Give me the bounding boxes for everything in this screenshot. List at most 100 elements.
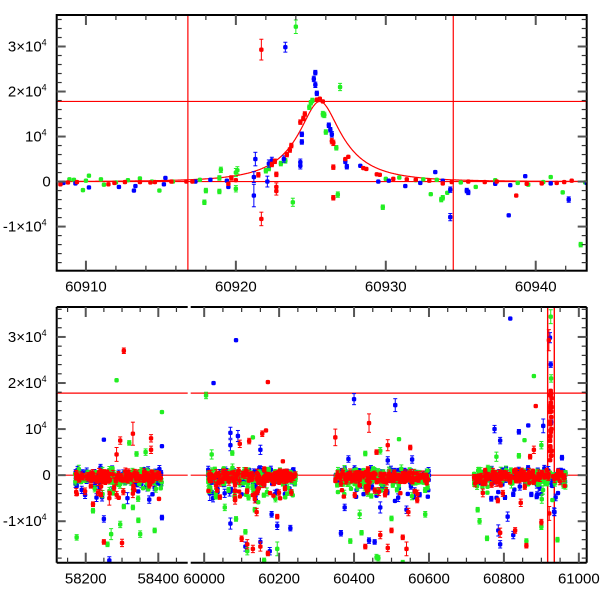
data-point [116,184,122,190]
marker [133,183,138,189]
data-point [342,503,347,512]
data-point [377,172,382,178]
marker [80,187,86,193]
data-point [514,193,519,198]
marker [331,195,336,200]
data-point [218,166,224,174]
marker [107,558,112,563]
data-point [496,489,501,495]
data-point [492,424,497,434]
data-point [211,380,216,386]
data-point [184,179,189,184]
marker [302,111,308,117]
marker [74,179,80,185]
data-point [293,19,299,34]
y-tick-label: 0 [42,174,50,191]
data-point [253,151,258,167]
data-point [208,177,213,182]
data-point [369,493,374,499]
data-point [331,195,336,201]
marker [335,482,340,488]
data-point [274,171,279,178]
data-point [335,191,341,198]
x-tick-label: 60910 [65,279,107,296]
marker [251,193,257,198]
marker [157,188,162,193]
marker [569,178,574,183]
data-point [494,179,499,184]
marker [440,195,445,200]
y-tick-label: -1×104 [3,218,47,236]
data-point [106,182,111,187]
marker [272,159,278,164]
data-point [466,179,471,184]
data-point [320,99,326,104]
marker [283,44,288,50]
data-point [259,211,264,227]
marker [79,487,84,493]
series-blue [73,316,568,563]
marker [255,499,261,505]
marker [449,179,454,185]
marker [391,176,396,182]
marker [310,98,315,103]
data-point [241,481,246,486]
data-point [541,418,546,434]
marker [228,521,233,526]
marker [233,186,239,191]
data-point [261,492,267,498]
data-point [283,495,288,500]
data-point [331,164,336,170]
data-point [233,337,239,343]
marker [335,192,341,197]
marker [393,402,398,408]
marker [404,177,409,182]
marker [289,143,294,148]
marker [286,485,291,491]
data-point [337,82,343,92]
data-point [228,426,233,439]
marker [159,515,165,520]
marker [299,139,305,145]
marker [233,178,239,183]
marker [261,492,267,498]
marker [329,132,335,137]
data-point [288,524,293,532]
marker [229,175,234,181]
marker [150,492,155,497]
marker [311,76,317,82]
marker [274,172,279,177]
marker [256,172,261,178]
marker [307,105,312,110]
marker [259,47,264,52]
data-point [269,511,274,518]
data-point [489,495,494,502]
data-point [246,494,251,501]
marker [226,181,231,187]
marker [409,457,415,462]
y-tick-mantissa: 0 [42,174,50,191]
marker [348,486,354,491]
data-point [80,187,86,193]
marker [335,489,341,495]
marker [440,181,445,186]
data-point [409,455,415,464]
data-point [101,515,107,523]
data-point [163,175,168,181]
marker [226,487,231,493]
data-point [449,179,454,185]
series-blue [61,41,587,222]
data-point [79,485,84,495]
series-green [72,309,568,563]
y-tick-exponent: 4 [42,83,47,93]
marker [211,380,216,386]
marker [394,487,400,493]
data-point [289,142,294,149]
marker [386,178,391,183]
marker [253,156,258,162]
marker [492,426,497,432]
data-point [404,177,409,182]
data-point [378,501,383,514]
data-point [202,199,207,206]
marker [524,181,529,187]
